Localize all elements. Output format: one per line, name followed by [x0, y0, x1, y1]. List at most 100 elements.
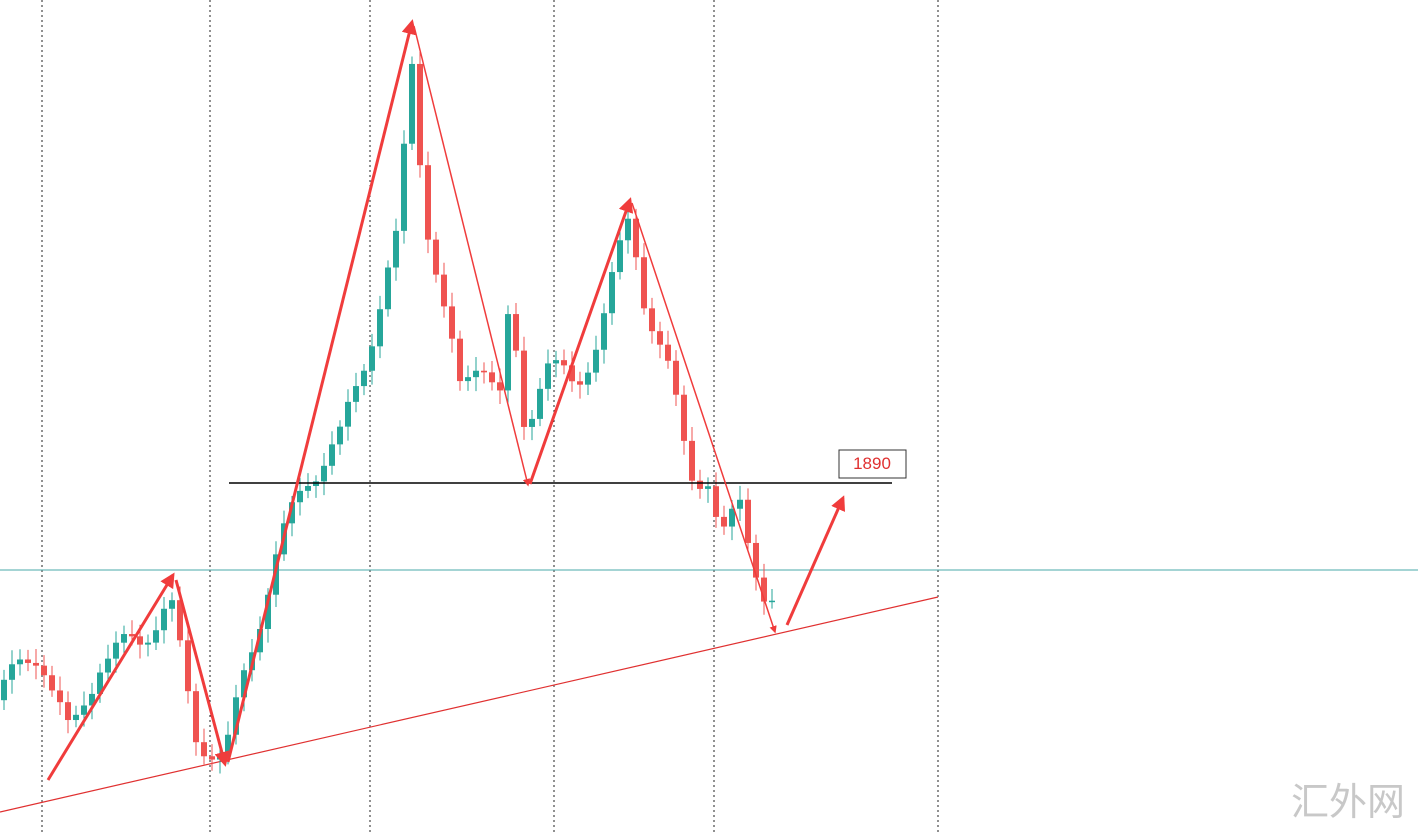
- trend-line: [0, 596, 939, 813]
- candle-body: [409, 63, 415, 144]
- candle-body: [145, 642, 151, 645]
- candle-body: [481, 370, 487, 373]
- candle-body: [473, 370, 479, 378]
- candle-body: [121, 634, 127, 643]
- arrow: [413, 25, 531, 487]
- candle-body: [305, 486, 311, 491]
- candle-body: [465, 377, 471, 382]
- candle-body: [401, 143, 407, 231]
- candle-body: [497, 382, 503, 391]
- candle-body: [441, 274, 447, 307]
- candle-body: [113, 642, 119, 659]
- candle-body: [761, 577, 767, 602]
- candle-body: [505, 314, 511, 391]
- vertical-separators: [41, 0, 939, 834]
- candle-body: [289, 502, 295, 524]
- candle-body: [369, 346, 375, 371]
- candle-body: [345, 401, 351, 427]
- candle-body: [657, 331, 663, 345]
- candle-body: [569, 365, 575, 382]
- candle-body: [673, 360, 679, 395]
- candle-body: [361, 370, 367, 387]
- candle-body: [169, 600, 175, 609]
- candle-body: [561, 360, 567, 366]
- candle-body: [265, 594, 271, 629]
- candle-body: [129, 634, 135, 637]
- candle-body: [769, 600, 775, 603]
- candle-body: [201, 742, 207, 757]
- candle-body: [617, 240, 623, 273]
- candle-body: [257, 628, 263, 653]
- candle-body: [185, 640, 191, 692]
- candle-body: [225, 734, 231, 755]
- candle-body: [553, 360, 559, 364]
- candle-body: [297, 490, 303, 503]
- candle-body: [137, 636, 143, 645]
- candle-body: [41, 665, 47, 676]
- candle-body: [321, 465, 327, 482]
- candle-body: [513, 314, 519, 351]
- candle-body: [705, 486, 711, 489]
- candle-body: [601, 313, 607, 350]
- candle-body: [417, 63, 423, 166]
- candle-body: [393, 230, 399, 268]
- candle-body: [649, 308, 655, 332]
- candle-body: [753, 542, 759, 578]
- candle-body: [177, 600, 183, 641]
- candle-body: [689, 440, 695, 481]
- arrow: [528, 197, 634, 485]
- candle-body: [233, 697, 239, 735]
- candle-body: [97, 672, 103, 694]
- candle-body: [737, 499, 743, 509]
- candle-body: [153, 630, 159, 643]
- candle-body: [329, 444, 335, 466]
- candle-body: [577, 381, 583, 385]
- candle-body: [385, 267, 391, 310]
- candle-body: [89, 693, 95, 706]
- candle-body: [457, 338, 463, 382]
- candle-body: [433, 239, 439, 275]
- candle-body: [449, 306, 455, 339]
- candle-body: [17, 659, 23, 665]
- candle-body: [713, 486, 719, 517]
- level-label: 1890: [853, 454, 891, 473]
- candle-body: [241, 670, 247, 698]
- arrow: [174, 579, 230, 767]
- candle-body: [57, 690, 63, 703]
- candle-body: [193, 691, 199, 743]
- candle-body: [65, 702, 71, 721]
- arrow: [631, 202, 777, 634]
- candle-body: [633, 218, 639, 258]
- candle-body: [49, 675, 55, 691]
- candle-body: [73, 714, 79, 721]
- candle-body: [729, 508, 735, 527]
- arrow: [46, 572, 175, 781]
- candle-body: [25, 659, 31, 663]
- candle-body: [721, 516, 727, 527]
- candle-body: [161, 608, 167, 631]
- candle-body: [537, 388, 543, 419]
- candle-body: [1, 679, 7, 701]
- candle-body: [745, 499, 751, 543]
- candle-body: [33, 662, 39, 666]
- candle-body: [105, 658, 111, 673]
- arrow: [785, 495, 846, 626]
- candle-body: [489, 372, 495, 383]
- candle-body: [641, 257, 647, 309]
- candle-body: [425, 165, 431, 240]
- candle-body: [585, 372, 591, 385]
- candle-body: [337, 426, 343, 445]
- candle-body: [681, 394, 687, 441]
- candle-body: [529, 418, 535, 427]
- candle-body: [625, 218, 631, 241]
- candle-body: [81, 705, 87, 715]
- candle-body: [353, 386, 359, 402]
- candle-body: [665, 344, 671, 361]
- candle-body: [209, 756, 215, 760]
- candle-body: [545, 363, 551, 389]
- candle-body: [593, 349, 599, 373]
- arrow: [226, 19, 417, 763]
- candle-body: [609, 272, 615, 314]
